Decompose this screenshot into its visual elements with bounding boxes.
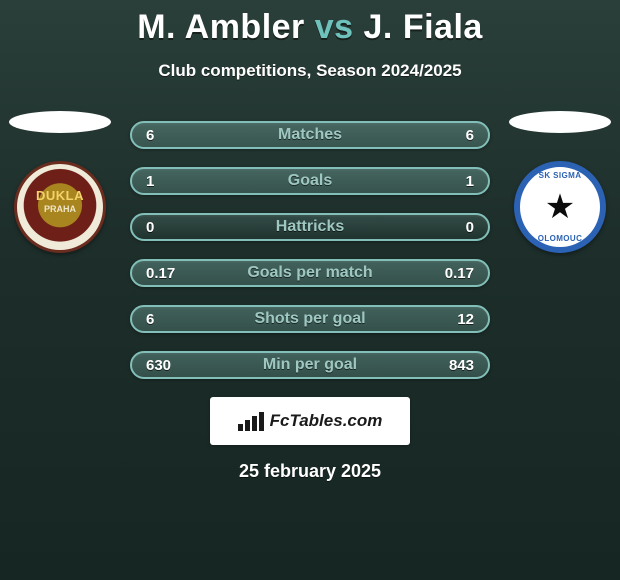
fctables-mark-bar <box>252 416 257 431</box>
player-column-left: DUKLA PRAHA <box>0 111 120 253</box>
title-vs: vs <box>315 8 354 46</box>
stat-value-left: 630 <box>146 357 171 374</box>
stat-label: Goals per match <box>247 264 372 282</box>
title-player1: M. Ambler <box>137 8 305 46</box>
stat-bar: 6 Shots per goal 12 <box>130 305 490 333</box>
fctables-mark-bar <box>259 412 264 431</box>
stat-bar: 0 Hattricks 0 <box>130 213 490 241</box>
badge-text-sigma-top: SK SIGMA <box>539 171 582 180</box>
stat-value-left: 0 <box>146 219 154 236</box>
subtitle: Club competitions, Season 2024/2025 <box>0 61 620 81</box>
fctables-mark-bar <box>245 420 250 431</box>
stat-bar-fill-left <box>132 169 310 193</box>
fctables-logo-icon <box>238 412 264 431</box>
stat-value-right: 1 <box>466 173 474 190</box>
stat-label: Matches <box>278 126 342 144</box>
date-text: 25 february 2025 <box>0 461 620 482</box>
stat-value-right: 843 <box>449 357 474 374</box>
fctables-mark-bar <box>238 424 243 431</box>
player-column-right: SK SIGMA ★ OLOMOUC <box>500 111 620 253</box>
stat-bar: 6 Matches 6 <box>130 121 490 149</box>
stat-value-left: 0.17 <box>146 265 175 282</box>
stat-label: Goals <box>288 172 332 190</box>
player-silhouette-right <box>509 111 611 133</box>
stat-label: Shots per goal <box>254 310 365 328</box>
badge-text-dukla-2: PRAHA <box>44 204 76 214</box>
player-silhouette-left <box>9 111 111 133</box>
title-player2: J. Fiala <box>364 8 483 46</box>
club-badge-dukla: DUKLA PRAHA <box>14 161 106 253</box>
stat-value-left: 1 <box>146 173 154 190</box>
star-icon: ★ <box>545 190 575 224</box>
content-area: DUKLA PRAHA SK SIGMA ★ OLOMOUC 6Matches6… <box>0 121 620 482</box>
stat-label: Min per goal <box>263 356 357 374</box>
stat-value-right: 0.17 <box>445 265 474 282</box>
stat-bar: 630 Min per goal 843 <box>130 351 490 379</box>
stat-bar: 1 Goals 1 <box>130 167 490 195</box>
badge-text-dukla-1: DUKLA <box>36 188 84 203</box>
stat-value-right: 6 <box>466 127 474 144</box>
fctables-banner[interactable]: FcTables.com <box>210 397 410 445</box>
stat-value-right: 0 <box>466 219 474 236</box>
fctables-logo-text: FcTables.com <box>270 411 383 431</box>
badge-text-sigma-bot: OLOMOUC <box>538 234 583 243</box>
stat-label: Hattricks <box>276 218 344 236</box>
stat-value-right: 12 <box>457 311 474 328</box>
club-badge-sigma: SK SIGMA ★ OLOMOUC <box>514 161 606 253</box>
page-title: M. Ambler vs J. Fiala <box>0 0 620 47</box>
stat-value-left: 6 <box>146 311 154 328</box>
stat-bar: 0.17 Goals per match 0.17 <box>130 259 490 287</box>
stat-value-left: 6 <box>146 127 154 144</box>
stat-bar-fill-right <box>310 169 488 193</box>
